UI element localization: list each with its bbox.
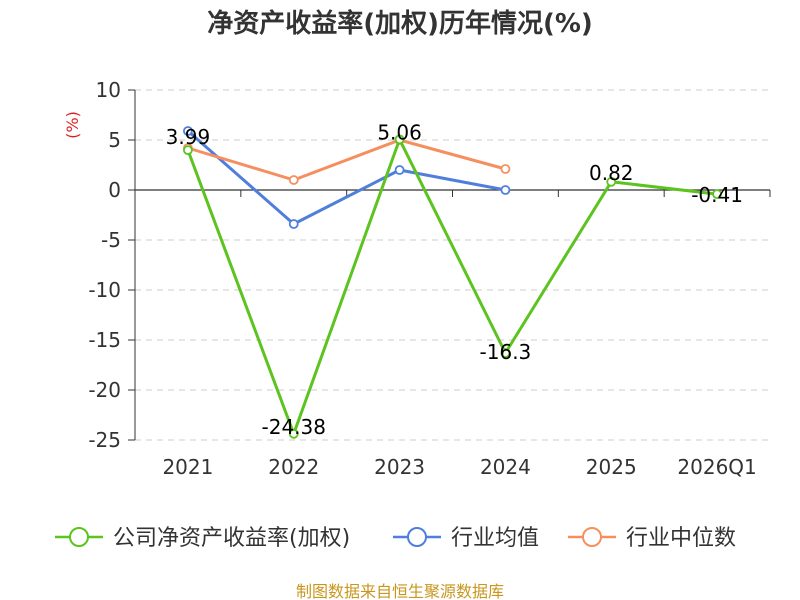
y-tick-label: 10: [96, 78, 121, 102]
x-tick-label: 2024: [480, 455, 531, 479]
legend-item-industry-mean[interactable]: 行业均值: [393, 526, 539, 551]
legend-item-industry-median[interactable]: 行业中位数: [568, 526, 736, 551]
data-label: 0.82: [589, 161, 634, 185]
x-tick-label: 2026Q1: [677, 455, 756, 479]
legend-marker: [582, 527, 602, 547]
data-label: -24.38: [262, 415, 326, 439]
legend-label: 行业中位数: [626, 526, 736, 551]
legend[interactable]: 公司净资产收益率(加权) 行业均值 行业中位数: [55, 526, 736, 551]
data-label: 3.99: [166, 125, 211, 149]
data-point: [183, 145, 193, 156]
x-tick-labels: 2021 2022 2023 2024 2025 2026Q1: [162, 455, 756, 479]
x-tick-label: 2021: [162, 455, 213, 479]
data-point: [183, 126, 193, 136]
legend-item-company-roe[interactable]: 公司净资产收益率(加权): [55, 526, 350, 551]
legend-label: 行业均值: [451, 526, 539, 551]
y-tick-label: -5: [101, 228, 121, 252]
series-lines: [183, 126, 722, 439]
y-tick-label: 5: [108, 128, 121, 152]
data-point: [500, 164, 511, 174]
x-tick-label: 2025: [586, 455, 637, 479]
legend-label: 公司净资产收益率(加权): [113, 526, 350, 551]
data-labels: 3.99 -24.38 5.06 -16.3 0.82 -0.41: [166, 120, 743, 438]
series-line-0: [186, 137, 718, 436]
y-tick-label: -20: [88, 378, 121, 402]
data-point: [394, 134, 405, 145]
data-point: [288, 428, 299, 439]
y-tick-label: -15: [88, 328, 121, 352]
legend-marker: [407, 527, 427, 547]
x-tick-label: 2023: [374, 455, 425, 479]
data-point: [288, 219, 299, 229]
y-tick-label: -25: [88, 428, 121, 452]
source-note: 制图数据来自恒生聚源数据库: [296, 582, 504, 600]
axes: [128, 89, 771, 441]
data-point: [606, 176, 617, 187]
data-label: -0.41: [691, 183, 743, 207]
data-point: [288, 175, 299, 185]
data-label: 5.06: [377, 120, 422, 144]
y-tick-label: -10: [88, 278, 121, 302]
series-line-1: [186, 129, 506, 226]
gridlines: [135, 89, 770, 441]
series-line-2: [187, 138, 506, 182]
data-point: [500, 348, 511, 358]
data-point: [394, 165, 405, 175]
y-tick-label: 0: [108, 178, 121, 202]
x-tick-label: 2022: [268, 455, 319, 479]
chart-title: 净资产收益率(加权)历年情况(%): [207, 8, 593, 39]
data-point: [500, 185, 511, 195]
legend-marker: [69, 527, 89, 547]
y-axis-unit-label: (%): [63, 111, 82, 139]
data-label: -16.3: [480, 340, 532, 364]
y-tick-labels: 10 5 0 -5 -10 -15 -20 -25: [88, 78, 121, 452]
data-point: [712, 189, 722, 200]
